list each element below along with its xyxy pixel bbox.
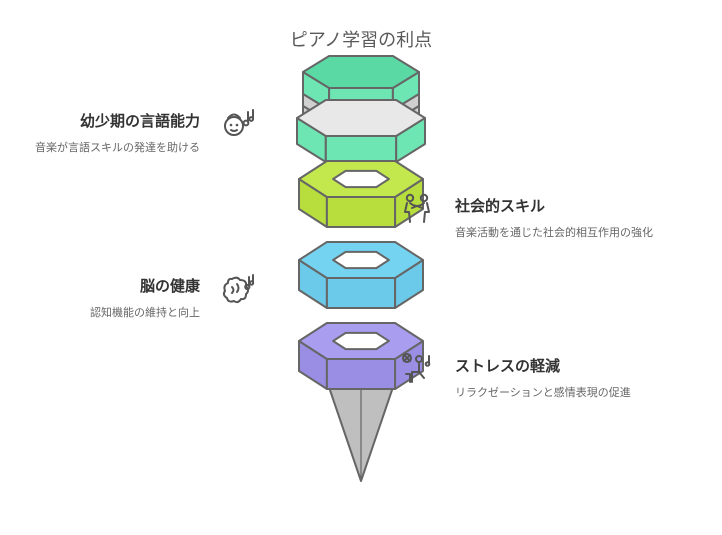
benefit-item-2: 脳の健康認知機能の維持と向上: [10, 275, 200, 322]
benefit-heading: 社会的スキル: [455, 195, 705, 216]
brain-music-icon: [218, 269, 258, 309]
people-icon: [397, 189, 437, 229]
baby-music-icon: [218, 104, 258, 144]
pencil-diagram: [0, 0, 722, 535]
people-icon-wrap: [397, 189, 437, 229]
benefit-sub: 認知機能の維持と向上: [10, 306, 200, 322]
benefit-sub: 音楽活動を通じた社会的相互作用の強化: [455, 226, 705, 242]
benefit-heading: 幼少期の言語能力: [10, 110, 200, 131]
benefit-sub: 音楽が言語スキルの発達を助ける: [10, 141, 200, 157]
benefit-item-0: 幼少期の言語能力音楽が言語スキルの発達を助ける: [10, 110, 200, 157]
baby-music-icon-wrap: [218, 104, 258, 144]
benefit-item-1: 社会的スキル音楽活動を通じた社会的相互作用の強化: [455, 195, 705, 242]
relax-icon: [397, 349, 437, 389]
infographic-canvas: { "title": {"text": "ピアノ学習の利点", "fontsiz…: [0, 0, 722, 535]
benefit-sub: リラクゼーションと感情表現の促進: [455, 386, 705, 402]
benefit-heading: ストレスの軽減: [455, 355, 705, 376]
relax-icon-wrap: [397, 349, 437, 389]
brain-music-icon-wrap: [218, 269, 258, 309]
benefit-heading: 脳の健康: [10, 275, 200, 296]
benefit-item-3: ストレスの軽減リラクゼーションと感情表現の促進: [455, 355, 705, 402]
